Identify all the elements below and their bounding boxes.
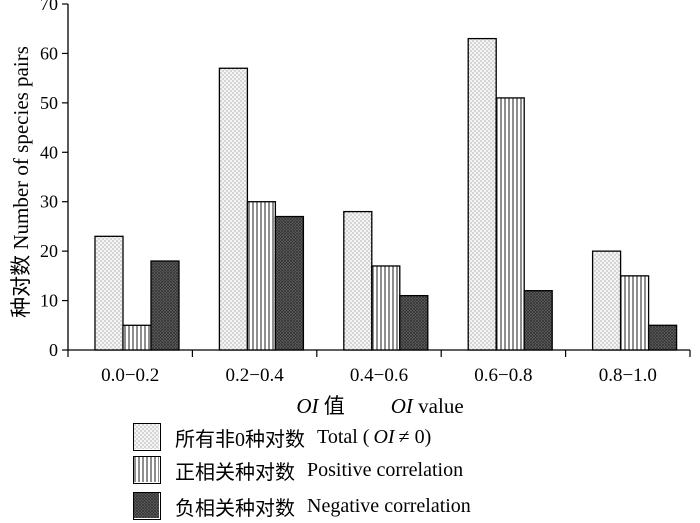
y-tick-label: 60 — [40, 43, 58, 63]
legend-swatch-negative — [133, 492, 161, 520]
y-tick-label: 40 — [40, 142, 58, 162]
legend-swatch-positive — [133, 456, 161, 484]
legend-item-total: 所有非0种对数 Total (OI ≠ 0) — [133, 420, 431, 454]
y-tick-label: 10 — [40, 291, 58, 311]
x-tick-label: 0.8−1.0 — [599, 365, 657, 386]
bar-dark-crosshatch — [150, 260, 180, 351]
x-axis-label-oi-2: OI — [391, 394, 414, 418]
x-tick-label: 0.6−0.8 — [474, 365, 532, 386]
bar-vertical-lines — [619, 275, 650, 351]
bar-dots — [591, 250, 622, 351]
y-tick-label: 30 — [40, 192, 58, 212]
legend-label-negative-zh: 负相关种对数 — [175, 497, 295, 520]
bar-dots — [218, 67, 249, 351]
legend-label-total-en: Total (OI ≠ 0) — [317, 425, 432, 448]
x-axis-label-zh: 值 — [319, 394, 345, 418]
bar-vertical-lines — [246, 201, 277, 351]
bar-dark-crosshatch — [274, 215, 305, 351]
x-axis-label-en: value — [413, 394, 464, 418]
y-axis-label: 种对数 Number of species pairs — [9, 46, 33, 318]
bar-dots — [94, 235, 124, 351]
bar-dots — [343, 210, 373, 351]
legend-swatch-total — [133, 423, 161, 451]
y-tick-label: 20 — [40, 241, 58, 261]
bar-dark-crosshatch — [647, 324, 678, 351]
bar-vertical-lines — [371, 265, 401, 351]
legend-label-positive-en: Positive correlation — [307, 458, 464, 481]
legend-item-positive: 正相关种对数 Positive correlation — [133, 453, 463, 487]
x-axis-label: OI 值 OI value — [296, 394, 463, 418]
legend-label-positive-zh: 正相关种对数 — [175, 461, 295, 484]
x-tick-label: 0.4−0.6 — [350, 365, 408, 386]
bar-dots — [467, 37, 497, 351]
bar-dark-crosshatch — [399, 294, 429, 351]
x-tick-label: 0.0−0.2 — [101, 365, 159, 386]
y-tick-label: 70 — [40, 0, 58, 14]
y-tick-label: 0 — [49, 340, 58, 360]
legend-label-negative-en: Negative correlation — [307, 494, 471, 517]
y-tick-label: 50 — [40, 93, 58, 113]
x-tick-label: 0.2−0.4 — [225, 365, 284, 386]
bar-vertical-lines — [122, 324, 152, 351]
bar-vertical-lines — [495, 97, 525, 351]
bar-dark-crosshatch — [523, 290, 553, 351]
legend-item-negative: 负相关种对数 Negative correlation — [133, 489, 471, 523]
x-axis-label-oi: OI — [296, 394, 319, 418]
legend-label-total-zh: 所有非0种对数 — [175, 428, 305, 451]
